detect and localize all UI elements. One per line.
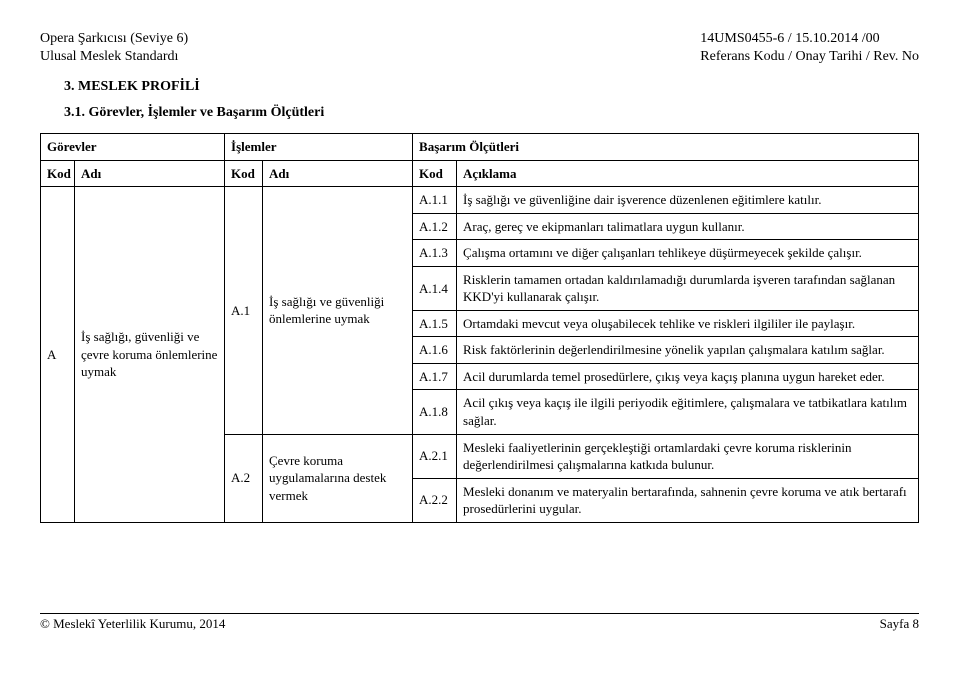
row-text: Acil çıkış veya kaçış ile ilgili periyod… [457,390,919,434]
section-heading: 3. MESLEK PROFİLİ [64,79,919,95]
page-footer: © Meslekî Yeterlilik Kurumu, 2014 Sayfa … [40,613,919,632]
th-kod-1: Kod [41,160,75,187]
table-row: A İş sağlığı, güvenliği ve çevre koruma … [41,187,919,214]
page-header: Opera Şarkıcısı (Seviye 6) Ulusal Meslek… [40,30,919,65]
row-kod: A.1.7 [413,363,457,390]
header-left-line2: Ulusal Meslek Standardı [40,48,188,66]
th-islemler: İşlemler [225,134,413,161]
row-text: İş sağlığı ve güvenliğine dair işverence… [457,187,919,214]
footer-right: Sayfa 8 [880,616,919,632]
row-kod: A.1.6 [413,337,457,364]
sub-heading: 3.1. Görevler, İşlemler ve Başarım Ölçüt… [64,105,919,121]
row-text: Risklerin tamamen ortadan kaldırılamadığ… [457,266,919,310]
header-left: Opera Şarkıcısı (Seviye 6) Ulusal Meslek… [40,30,188,65]
gorev-kod: A [41,187,75,523]
th-gorevler: Görevler [41,134,225,161]
table-top-row: Görevler İşlemler Başarım Ölçütleri [41,134,919,161]
header-left-line1: Opera Şarkıcısı (Seviye 6) [40,30,188,48]
islem1-kod: A.1 [225,187,263,434]
islem2-kod: A.2 [225,434,263,522]
row-kod: A.1.4 [413,266,457,310]
footer-left: © Meslekî Yeterlilik Kurumu, 2014 [40,616,225,632]
row-text: Acil durumlarda temel prosedürlere, çıkı… [457,363,919,390]
th-adi-2: Adı [263,160,413,187]
row-text: Risk faktörlerinin değerlendirilmesine y… [457,337,919,364]
islem1-adi: İş sağlığı ve güvenliği önlemlerine uyma… [263,187,413,434]
th-aciklama: Açıklama [457,160,919,187]
header-right-line1: 14UMS0455-6 / 15.10.2014 /00 [700,30,919,48]
row-kod: A.2.1 [413,434,457,478]
row-text: Mesleki donanım ve materyalin bertarafın… [457,478,919,522]
row-kod: A.2.2 [413,478,457,522]
row-kod: A.1.5 [413,310,457,337]
table-head-row: Kod Adı Kod Adı Kod Açıklama [41,160,919,187]
header-right: 14UMS0455-6 / 15.10.2014 /00 Referans Ko… [700,30,919,65]
row-kod: A.1.8 [413,390,457,434]
gorev-adi: İş sağlığı, güvenliği ve çevre koruma ön… [75,187,225,523]
row-kod: A.1.2 [413,213,457,240]
header-right-line2: Referans Kodu / Onay Tarihi / Rev. No [700,48,919,66]
islem2-adi: Çevre koruma uygulamalarına destek verme… [263,434,413,522]
th-kod-3: Kod [413,160,457,187]
row-kod: A.1.3 [413,240,457,267]
th-kod-2: Kod [225,160,263,187]
row-kod: A.1.1 [413,187,457,214]
th-basarim: Başarım Ölçütleri [413,134,919,161]
th-adi-1: Adı [75,160,225,187]
row-text: Ortamdaki mevcut veya oluşabilecek tehli… [457,310,919,337]
criteria-table: Görevler İşlemler Başarım Ölçütleri Kod … [40,133,919,523]
row-text: Araç, gereç ve ekipmanları talimatlara u… [457,213,919,240]
row-text: Çalışma ortamını ve diğer çalışanları te… [457,240,919,267]
row-text: Mesleki faaliyetlerinin gerçekleştiği or… [457,434,919,478]
